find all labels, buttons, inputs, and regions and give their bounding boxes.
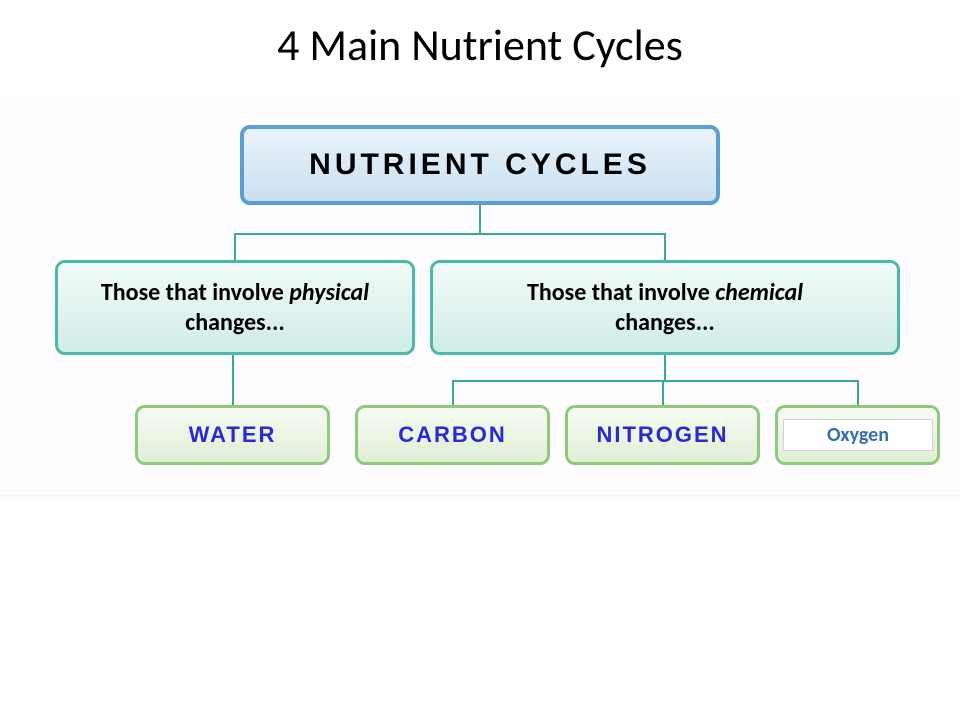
connector xyxy=(452,380,454,405)
leaf-carbon: CARBON xyxy=(355,405,550,465)
connector xyxy=(235,233,665,235)
diagram-area: NUTRIENT CYCLES Those that involve physi… xyxy=(0,95,960,495)
connector xyxy=(232,355,234,405)
leaf-water: WATER xyxy=(135,405,330,465)
leaf-label: CARBON xyxy=(398,422,507,448)
physical-changes-node: Those that involve physical changes... xyxy=(55,260,415,355)
physical-label: Those that involve physical changes... xyxy=(101,278,369,338)
root-label: NUTRIENT CYCLES xyxy=(309,148,651,182)
connector xyxy=(662,380,664,405)
connector xyxy=(857,380,859,405)
chemical-changes-node: Those that involve chemical changes... xyxy=(430,260,900,355)
chemical-label: Those that involve chemical changes... xyxy=(527,278,803,338)
root-node: NUTRIENT CYCLES xyxy=(240,125,720,205)
page-title: 4 Main Nutrient Cycles xyxy=(0,0,960,72)
leaf-nitrogen: NITROGEN xyxy=(565,405,760,465)
connector xyxy=(234,233,236,261)
oxygen-overlay-textbox: Oxygen xyxy=(783,419,933,451)
connector xyxy=(664,233,666,261)
overlay-label: Oxygen xyxy=(827,423,889,447)
leaf-label: NITROGEN xyxy=(596,422,728,448)
connector xyxy=(453,380,858,382)
connector xyxy=(664,355,666,380)
connector xyxy=(479,205,481,233)
hierarchy-diagram: NUTRIENT CYCLES Those that involve physi… xyxy=(0,95,960,495)
leaf-label: WATER xyxy=(189,422,277,448)
